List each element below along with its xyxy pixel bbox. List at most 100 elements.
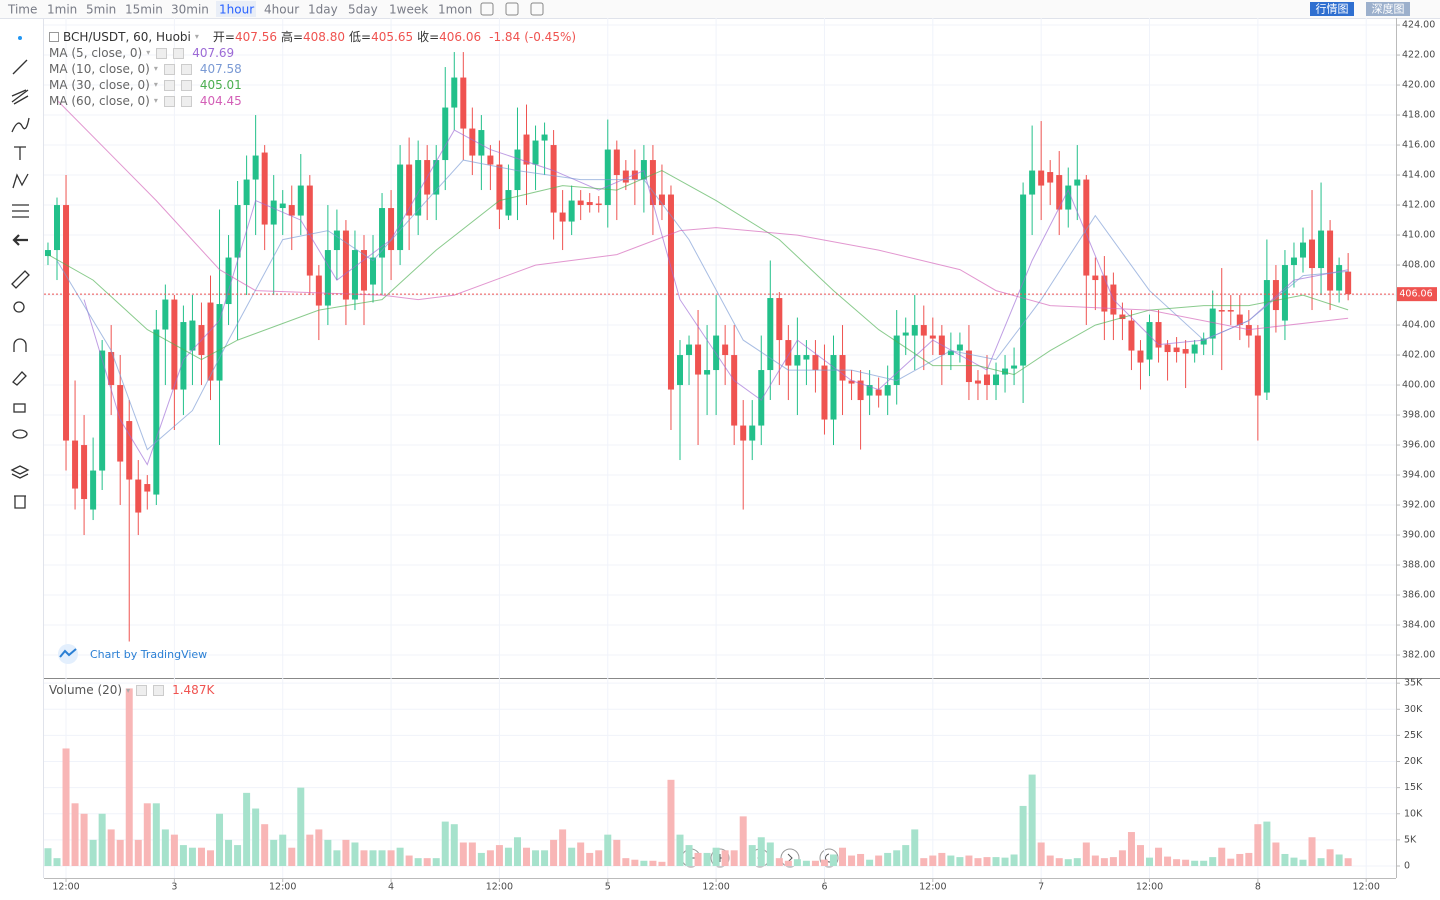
- volume-bar: [116, 839, 124, 866]
- candle-body: [631, 170, 638, 180]
- lock-draw-tool[interactable]: [12, 371, 27, 386]
- volume-bar: [1028, 774, 1036, 866]
- watermark-text: Chart by TradingView: [90, 647, 208, 661]
- interval-button[interactable]: 1min: [47, 3, 77, 17]
- interval-button[interactable]: 15min: [125, 3, 163, 17]
- candle-body: [776, 298, 783, 341]
- change-value: -1.84: [489, 30, 521, 44]
- interval-button[interactable]: 1hour: [219, 3, 254, 17]
- cursor-tool[interactable]: [18, 36, 22, 40]
- measure-tool[interactable]: [11, 270, 30, 289]
- back-tool[interactable]: [12, 234, 28, 246]
- brush-tool[interactable]: [11, 117, 30, 133]
- candle-body: [324, 250, 331, 306]
- interval-button[interactable]: 1week: [389, 3, 428, 17]
- layers-tool[interactable]: [10, 465, 30, 479]
- volume-bar: [947, 855, 955, 866]
- text-tool[interactable]: [14, 146, 26, 160]
- tab-button[interactable]: 行情图: [1316, 3, 1349, 16]
- volume-bar: [1182, 859, 1190, 866]
- hide-tool[interactable]: [12, 429, 28, 439]
- candle-body: [1236, 314, 1243, 326]
- y-tick-label: 418.00: [1402, 110, 1435, 121]
- candle-body: [875, 389, 882, 396]
- candle-body: [1092, 275, 1099, 281]
- volume-bar: [1082, 842, 1090, 866]
- grid: [44, 18, 1396, 878]
- volume-bar: [983, 857, 991, 866]
- volume-bar: [1272, 842, 1280, 866]
- screenshot-button[interactable]: [530, 2, 544, 16]
- lock-tool[interactable]: [13, 403, 26, 413]
- candle-body: [604, 149, 611, 206]
- interval-button[interactable]: 30min: [171, 3, 209, 17]
- volume-bar: [1146, 857, 1154, 866]
- change-percent: (-0.45%): [524, 30, 577, 44]
- x-tick-label: 12:00: [52, 882, 79, 893]
- interval-button[interactable]: 4hour: [264, 3, 299, 17]
- volume-bar: [279, 834, 287, 866]
- interval-button[interactable]: Time: [7, 3, 37, 17]
- x-tick-label: 12:00: [1136, 882, 1163, 893]
- volume-bar: [125, 688, 133, 866]
- candle-body: [44, 250, 51, 257]
- candle-body: [225, 257, 232, 305]
- volume-bar: [1191, 860, 1199, 866]
- candle-body: [1191, 344, 1198, 354]
- candle-body: [803, 355, 810, 360]
- ma-line: [56, 159, 1349, 451]
- interval-button[interactable]: 5day: [348, 3, 378, 17]
- candle-body: [126, 421, 133, 480]
- pattern-tool[interactable]: [12, 173, 29, 189]
- zoom-tool[interactable]: [13, 301, 25, 313]
- volume-bar: [152, 803, 160, 866]
- y-tick-label: 396.00: [1402, 440, 1435, 451]
- settings-button[interactable]: [505, 2, 519, 16]
- prediction-tool[interactable]: [12, 204, 29, 218]
- candle-body: [397, 164, 404, 251]
- volume-bar: [243, 792, 251, 866]
- tab-button[interactable]: 深度图: [1372, 2, 1405, 16]
- ma-value: 405.01: [199, 78, 242, 92]
- candle-body: [1209, 308, 1216, 339]
- y-tick-label: 402.00: [1402, 350, 1435, 361]
- volume-bar: [44, 848, 52, 866]
- volume-tick-label: 0: [1404, 860, 1410, 871]
- candle-body: [695, 344, 702, 375]
- volume-bar: [1209, 857, 1217, 866]
- y-tick-label: 384.00: [1402, 620, 1435, 631]
- candle-body: [1011, 365, 1018, 369]
- candle-body: [532, 140, 539, 165]
- magnet-tool[interactable]: [13, 338, 27, 352]
- volume-bar: [911, 829, 919, 866]
- settings-icon: [163, 63, 175, 75]
- interval-button[interactable]: 1mon: [438, 3, 472, 17]
- candle-body: [1218, 310, 1225, 312]
- active-interval-bg: [216, 1, 256, 17]
- volume-bar: [820, 859, 828, 866]
- volume-bar: [504, 847, 512, 866]
- chart-type-button[interactable]: [480, 2, 494, 16]
- interval-button[interactable]: 5min: [86, 3, 116, 17]
- candle-body: [406, 164, 413, 216]
- candle-body: [1182, 349, 1189, 354]
- volume-bar: [71, 803, 79, 866]
- fib-tool[interactable]: [11, 89, 29, 105]
- delete-tool[interactable]: [14, 495, 26, 509]
- y-tick-label: 424.00: [1402, 20, 1435, 31]
- volume-bar: [369, 850, 377, 866]
- x-tick-label: 12:00: [269, 882, 296, 893]
- close-icon: [180, 79, 192, 91]
- drawing-tools[interactable]: [10, 36, 30, 509]
- volume-bar: [234, 845, 242, 866]
- trend-line-tool[interactable]: [12, 59, 28, 75]
- y-tick-label: 408.00: [1402, 260, 1435, 271]
- interval-button[interactable]: 1day: [308, 3, 338, 17]
- volume-bar: [161, 829, 169, 866]
- volume-bar: [1290, 857, 1298, 866]
- candle-body: [893, 335, 900, 386]
- candle-body: [911, 325, 918, 336]
- volume-bar: [1073, 858, 1081, 866]
- volume-bar: [541, 850, 549, 866]
- volume-bar: [784, 860, 792, 866]
